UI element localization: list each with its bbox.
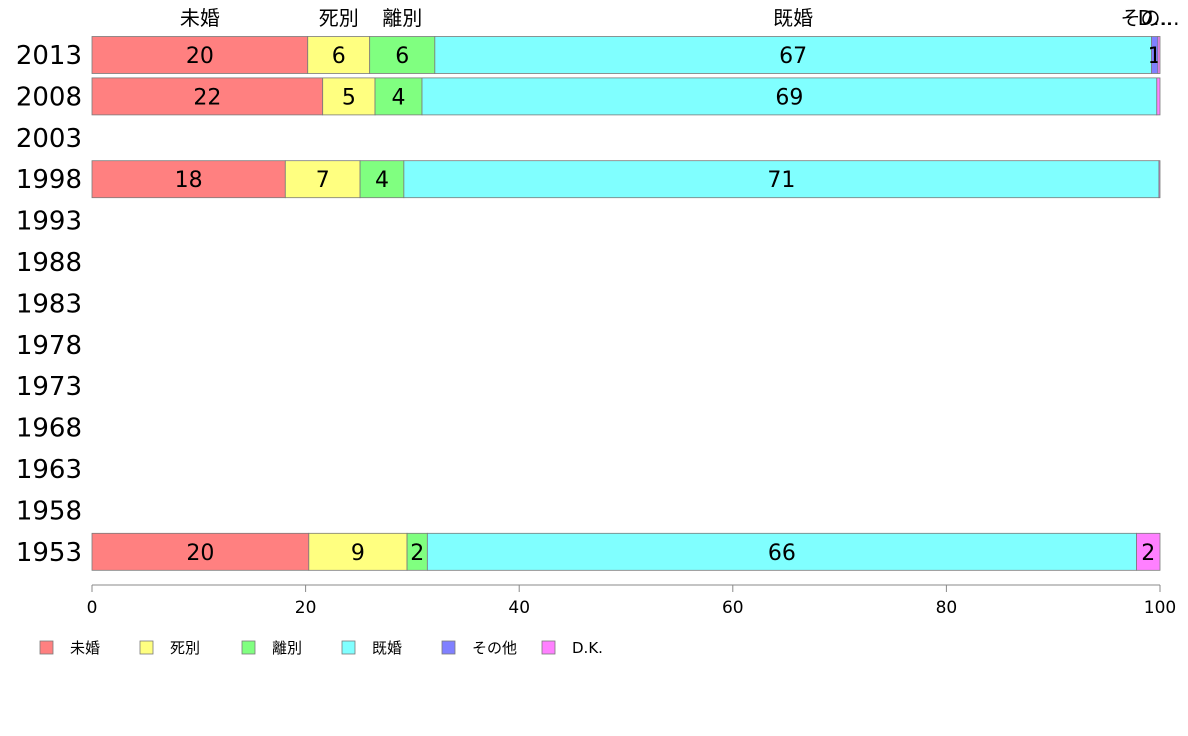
year-label-1963: 1963 — [16, 455, 82, 485]
data-label-2013-2: 6 — [395, 44, 409, 69]
x-tick-label-0: 0 — [87, 598, 98, 618]
bar-segment-2013-2 — [369, 36, 436, 74]
legend-swatch-3 — [341, 640, 356, 655]
data-label-2013-3: 67 — [779, 44, 807, 69]
top-label-extra: D... — [1138, 6, 1172, 30]
bar-segment-2008-5 — [1156, 77, 1161, 116]
year-label-1993: 1993 — [16, 207, 82, 237]
x-tick-label-40: 40 — [508, 598, 530, 618]
year-label-1978: 1978 — [16, 331, 82, 361]
year-label-1973: 1973 — [16, 372, 82, 402]
data-label-1998-2: 4 — [375, 168, 389, 193]
year-label-1983: 1983 — [16, 289, 82, 319]
data-label-1953-2: 2 — [410, 541, 424, 566]
legend-label-0: 未婚 — [70, 639, 100, 657]
top-label-0: 未婚 — [180, 6, 220, 30]
bar-segment-2013-1 — [307, 36, 371, 74]
bar-segment-1998-3 — [403, 160, 1160, 199]
bar-segment-2008-2 — [374, 77, 423, 116]
year-label-2008: 2008 — [16, 82, 82, 112]
data-label-2013-1: 6 — [332, 44, 346, 69]
data-label-2013-0: 20 — [186, 44, 214, 69]
legend-label-4: その他 — [472, 639, 517, 657]
bar-segment-1998-5 — [1158, 160, 1161, 199]
data-label-1998-3: 71 — [767, 168, 795, 193]
bar-segment-1998-0 — [91, 160, 286, 199]
year-label-1998: 1998 — [16, 165, 82, 195]
data-label-1998-1: 7 — [316, 168, 330, 193]
x-tick-label-100: 100 — [1144, 598, 1176, 618]
top-label-1: 死別 — [319, 6, 359, 30]
year-label-1953: 1953 — [16, 538, 82, 568]
bar-segment-1953-1 — [308, 532, 408, 571]
bar-segment-2013-0 — [91, 36, 309, 74]
legend-swatch-0 — [39, 640, 54, 655]
data-label-1953-3: 66 — [768, 541, 796, 566]
legend-swatch-4 — [441, 640, 456, 655]
x-tick-label-80: 80 — [936, 598, 958, 618]
bar-segment-1953-0 — [91, 532, 310, 571]
data-label-1953-0: 20 — [186, 541, 214, 566]
legend-label-2: 離別 — [272, 639, 302, 657]
bar-segment-1998-2 — [359, 160, 405, 199]
data-label-1953-5: 2 — [1141, 541, 1155, 566]
year-label-1968: 1968 — [16, 414, 82, 444]
top-label-2: 離別 — [382, 6, 422, 30]
bar-segment-1953-3 — [426, 532, 1137, 571]
legend-swatch-2 — [241, 640, 256, 655]
bar-segment-2008-3 — [421, 77, 1158, 116]
year-label-2003: 2003 — [16, 124, 82, 154]
data-label-2008-0: 22 — [193, 85, 221, 110]
data-label-1998-0: 18 — [175, 168, 203, 193]
x-tick-label-60: 60 — [722, 598, 744, 618]
data-label-1953-1: 9 — [351, 541, 365, 566]
legend-swatch-1 — [139, 640, 154, 655]
bar-segment-2008-1 — [322, 77, 376, 116]
year-label-1958: 1958 — [16, 496, 82, 526]
year-label-2013: 2013 — [16, 41, 82, 71]
data-label-2008-1: 5 — [342, 85, 356, 110]
bar-segment-2013-3 — [434, 36, 1152, 74]
data-label-2008-3: 69 — [775, 85, 803, 110]
bar-segment-1953-5 — [1136, 532, 1161, 571]
bar-segment-2008-0 — [91, 77, 324, 116]
legend-label-3: 既婚 — [372, 639, 402, 657]
data-label-2008-2: 4 — [392, 85, 406, 110]
legend-label-1: 死別 — [170, 639, 200, 657]
top-label-4: その... — [1120, 6, 1179, 30]
legend-swatch-5 — [541, 640, 556, 655]
year-label-1988: 1988 — [16, 248, 82, 278]
legend-label-5: D.K. — [572, 639, 603, 657]
top-label-3: 既婚 — [773, 6, 813, 30]
x-tick-label-20: 20 — [295, 598, 317, 618]
bar-segment-2013-5 — [1157, 36, 1161, 74]
